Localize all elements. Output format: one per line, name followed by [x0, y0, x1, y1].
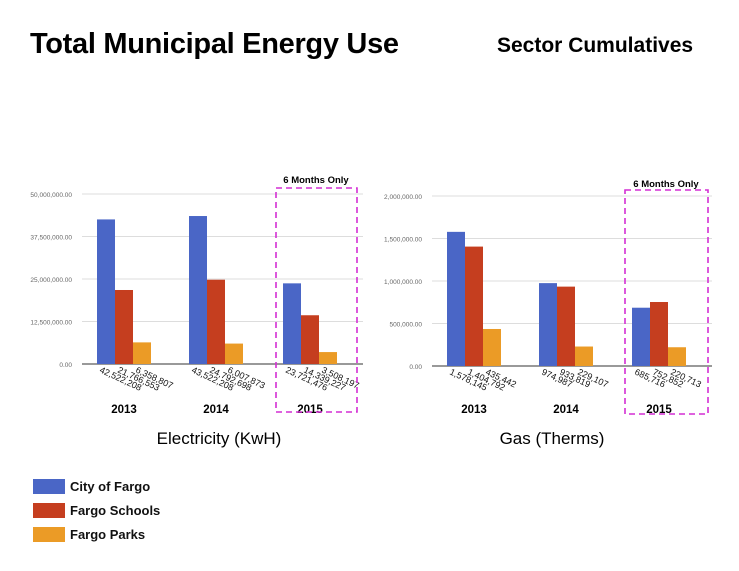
electricity-bar-2013-1: [115, 289, 133, 364]
gas-annotation-text: 6 Months Only: [633, 179, 699, 190]
electricity-chart-title: Electricity (KwH): [157, 429, 282, 448]
legend-item-city: City of Fargo: [33, 475, 160, 497]
page-subtitle: Sector Cumulatives: [497, 34, 694, 57]
gas-category-label: 2015: [646, 404, 672, 416]
gas-bar-2014-2: [575, 346, 593, 366]
electricity-bar-2014-1: [207, 279, 225, 364]
gas-bar-2015-1: [650, 302, 668, 366]
electricity-bar-2015-1: [301, 315, 319, 364]
gas-bar-2013-1: [465, 246, 483, 366]
electricity-ytick-label: 0.00: [59, 362, 72, 369]
gas-ytick-label: 1,500,000.00: [384, 237, 422, 244]
gas-bar-2015-0: [632, 307, 650, 366]
gas-ytick-label: 500,000.00: [389, 322, 422, 329]
gas-bar-2015-2: [668, 347, 686, 366]
gas-ytick-label: 2,000,000.00: [384, 194, 422, 201]
legend: City of Fargo Fargo Schools Fargo Parks: [33, 475, 160, 547]
electricity-category-label: 2015: [297, 404, 323, 416]
electricity-ytick-label: 25,000,000.00: [30, 277, 72, 284]
gas-ytick-label: 1,000,000.00: [384, 279, 422, 286]
electricity-ytick-label: 12,500,000.00: [30, 320, 72, 327]
electricity-category-label: 2013: [111, 404, 137, 416]
gas-annotation-box: [624, 189, 709, 415]
electricity-bar-2014-2: [225, 343, 243, 364]
electricity-bar-2013-0: [97, 219, 115, 364]
legend-label-parks: Fargo Parks: [70, 526, 146, 542]
gas-ytick-label: 0.00: [409, 364, 422, 371]
legend-swatch-parks: [33, 526, 65, 542]
electricity-category-label: 2014: [203, 404, 229, 416]
electricity-bar-2015-0: [283, 283, 301, 364]
electricity-bar-2015-2: [319, 352, 337, 364]
legend-item-schools: Fargo Schools: [33, 499, 160, 521]
gas-chart-title: Gas (Therms): [500, 429, 605, 448]
legend-label-city: City of Fargo: [70, 478, 151, 494]
electricity-ytick-label: 37,500,000.00: [30, 235, 72, 242]
gas-bar-2013-2: [483, 328, 501, 366]
legend-swatch-city: [33, 478, 65, 494]
gas-bar-2014-1: [557, 286, 575, 366]
electricity-annotation-box: [275, 187, 358, 413]
legend-label-schools: Fargo Schools: [70, 502, 161, 518]
electricity-bar-2013-2: [133, 342, 151, 364]
gas-bar-2014-0: [539, 283, 557, 366]
gas-bar-2013-0: [447, 231, 465, 366]
electricity-bar-2014-0: [189, 216, 207, 364]
electricity-annotation-text: 6 Months Only: [283, 175, 349, 186]
electricity-ytick-label: 50,000,000.00: [30, 192, 72, 199]
gas-category-label: 2013: [461, 404, 487, 416]
gas-category-label: 2014: [553, 404, 579, 416]
legend-swatch-schools: [33, 502, 65, 518]
page-title: Total Municipal Energy Use: [30, 28, 399, 60]
legend-item-parks: Fargo Parks: [33, 523, 160, 545]
